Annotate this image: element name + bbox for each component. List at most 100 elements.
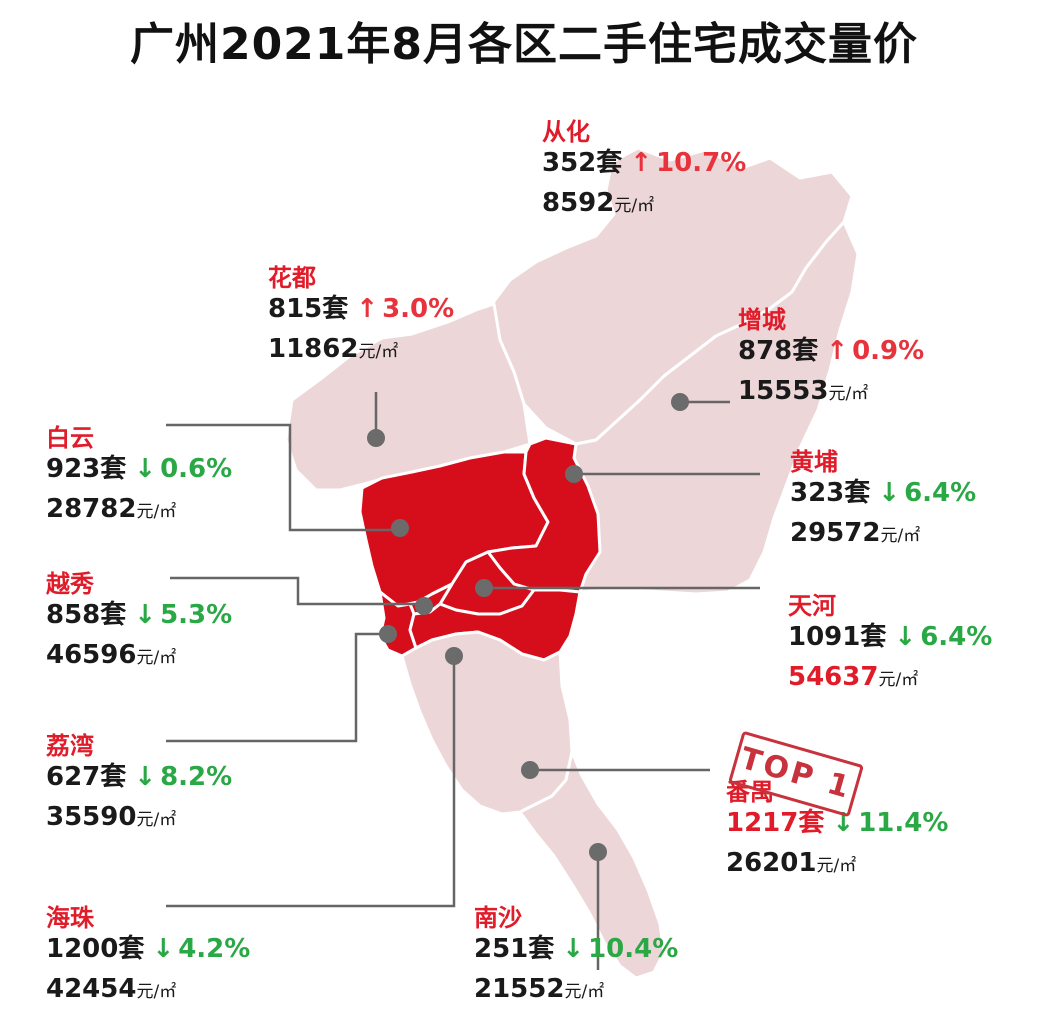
sales-row: 815套 ↑ 3.0% — [268, 296, 454, 336]
price-unit: 元/㎡ — [564, 982, 605, 1002]
marker-haizhu — [445, 647, 463, 665]
change-percent: 10.4% — [588, 934, 679, 964]
district-label-tianhe: 天河 1091套 ↓ 6.4% 54637元/㎡ — [788, 594, 992, 704]
change-indicator: ↑ 0.9% — [826, 336, 924, 366]
price-unit: 元/㎡ — [136, 648, 177, 668]
price-unit: 元/㎡ — [136, 502, 177, 522]
sales-row: 251套 ↓ 10.4% — [474, 936, 678, 976]
sales-row: 352套 ↑ 10.7% — [542, 150, 746, 190]
price-value: 21552 — [474, 974, 565, 1004]
change-indicator: ↓ 11.4% — [832, 808, 948, 838]
sales-unit: 套 — [792, 336, 819, 366]
sales-unit: 套 — [528, 934, 555, 964]
change-percent: 10.7% — [656, 148, 747, 178]
price-row: 35590元/㎡ — [46, 804, 232, 844]
district-name: 海珠 — [46, 904, 94, 932]
arrow-down-icon: ↓ — [134, 762, 157, 792]
change-indicator: ↓ 6.4% — [894, 622, 992, 652]
marker-yuexiu — [415, 597, 433, 615]
change-percent: 11.4% — [858, 808, 949, 838]
sales-count: 323 — [790, 478, 845, 508]
marker-nansha — [589, 843, 607, 861]
district-label-baiyun: 白云 923套 ↓ 0.6% 28782元/㎡ — [46, 426, 232, 536]
price-value: 29572 — [790, 518, 881, 548]
price-unit: 元/㎡ — [136, 982, 177, 1002]
sales-count: 923 — [46, 454, 101, 484]
arrow-up-icon: ↑ — [356, 294, 379, 324]
marker-tianhe — [475, 579, 493, 597]
price-value: 26201 — [726, 848, 817, 878]
sales-unit: 套 — [100, 454, 127, 484]
arrow-down-icon: ↓ — [832, 808, 855, 838]
price-row: 46596元/㎡ — [46, 642, 232, 682]
sales-unit: 套 — [860, 622, 887, 652]
sales-count: 815 — [268, 294, 323, 324]
marker-zengcheng — [671, 393, 689, 411]
district-label-zengcheng: 增城 878套 ↑ 0.9% 15553元/㎡ — [738, 308, 924, 418]
marker-panyu — [521, 761, 539, 779]
change-indicator: ↓ 10.4% — [562, 934, 678, 964]
arrow-up-icon: ↑ — [630, 148, 653, 178]
district-label-nansha: 南沙 251套 ↓ 10.4% 21552元/㎡ — [474, 906, 678, 1011]
leader-line-yuexiu — [170, 576, 424, 606]
price-unit: 元/㎡ — [816, 856, 857, 876]
price-value: 11862 — [268, 334, 359, 364]
price-row: 11862元/㎡ — [268, 336, 454, 376]
leader-line-haizhu — [166, 656, 456, 908]
district-label-haizhu: 海珠 1200套 ↓ 4.2% 42454元/㎡ — [46, 906, 250, 1011]
change-indicator: ↑ 3.0% — [356, 294, 454, 324]
leader-line-baiyun — [166, 423, 398, 532]
change-percent: 8.2% — [160, 762, 233, 792]
change-percent: 5.3% — [160, 600, 233, 630]
price-unit: 元/㎡ — [878, 670, 919, 690]
change-percent: 0.6% — [160, 454, 233, 484]
sales-row: 1200套 ↓ 4.2% — [46, 936, 250, 976]
district-name: 黄埔 — [790, 448, 838, 476]
sales-row: 878套 ↑ 0.9% — [738, 338, 924, 378]
change-percent: 0.9% — [852, 336, 925, 366]
marker-huadu — [367, 429, 385, 447]
change-percent: 6.4% — [904, 478, 977, 508]
price-row: 26201元/㎡ — [726, 850, 948, 890]
sales-unit: 套 — [100, 600, 127, 630]
change-percent: 4.2% — [178, 934, 251, 964]
price-unit: 元/㎡ — [358, 342, 399, 362]
district-name: 花都 — [268, 264, 316, 292]
district-label-yuexiu: 越秀 858套 ↓ 5.3% 46596元/㎡ — [46, 572, 232, 682]
sales-count: 352 — [542, 148, 597, 178]
sales-row: 1217套 ↓ 11.4% — [726, 810, 948, 850]
district-name: 荔湾 — [46, 732, 94, 760]
sales-row: 923套 ↓ 0.6% — [46, 456, 232, 496]
district-label-huangpu: 黄埔 323套 ↓ 6.4% 29572元/㎡ — [790, 450, 976, 560]
sales-unit: 套 — [596, 148, 623, 178]
leader-line-liwan — [166, 632, 386, 743]
price-value: 15553 — [738, 376, 829, 406]
district-name: 白云 — [46, 424, 94, 452]
district-name: 增城 — [738, 306, 786, 334]
change-indicator: ↓ 6.4% — [878, 478, 976, 508]
arrow-down-icon: ↓ — [134, 600, 157, 630]
district-name: 南沙 — [474, 904, 522, 932]
district-label-liwan: 荔湾 627套 ↓ 8.2% 35590元/㎡ — [46, 734, 232, 844]
marker-liwan — [379, 625, 397, 643]
sales-count: 858 — [46, 600, 101, 630]
price-row: 21552元/㎡ — [474, 976, 678, 1011]
district-name: 越秀 — [46, 570, 94, 598]
sales-unit: 套 — [798, 808, 825, 838]
price-value: 35590 — [46, 802, 137, 832]
price-value: 8592 — [542, 188, 615, 218]
price-row: 42454元/㎡ — [46, 976, 250, 1011]
sales-count: 1200 — [46, 934, 119, 964]
marker-baiyun — [391, 519, 409, 537]
sales-unit: 套 — [118, 934, 145, 964]
price-value: 42454 — [46, 974, 137, 1004]
arrow-down-icon: ↓ — [134, 454, 157, 484]
change-percent: 6.4% — [920, 622, 993, 652]
sales-unit: 套 — [844, 478, 871, 508]
sales-count: 1217 — [726, 808, 799, 838]
arrow-down-icon: ↓ — [152, 934, 175, 964]
sales-count: 1091 — [788, 622, 861, 652]
sales-unit: 套 — [100, 762, 127, 792]
